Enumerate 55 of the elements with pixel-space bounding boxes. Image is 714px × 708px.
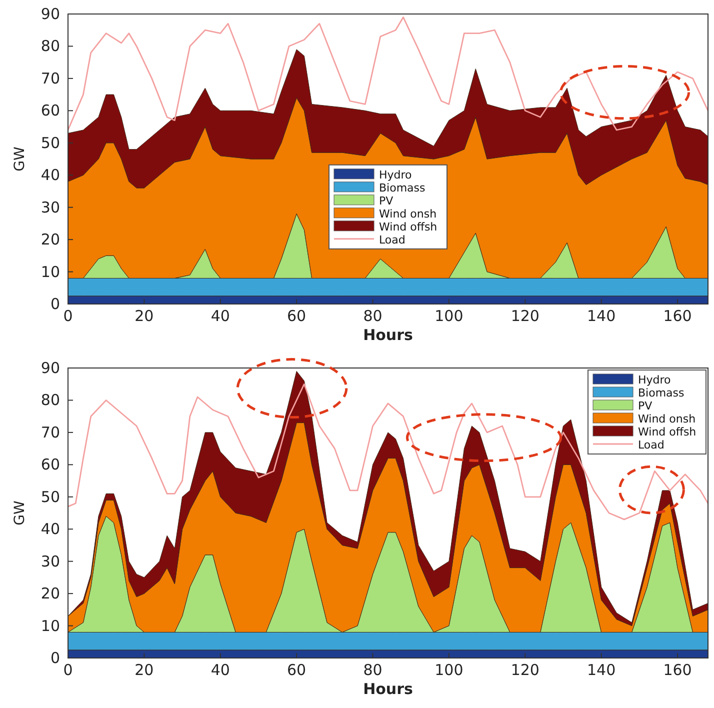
x-axis-title: Hours (363, 680, 413, 698)
x-tick-label: 0 (63, 307, 73, 325)
legend-label: Load (379, 233, 406, 246)
x-tick-label: 100 (434, 307, 464, 325)
y-tick-label: 90 (40, 5, 60, 23)
x-tick-label: 80 (363, 307, 382, 325)
x-tick-label: 140 (587, 307, 616, 325)
x-tick-label: 0 (63, 661, 73, 679)
x-tick-label: 160 (663, 661, 692, 679)
x-tick-label: 20 (134, 307, 154, 325)
y-tick-label: 70 (40, 69, 60, 88)
x-axis-title: Hours (363, 326, 413, 344)
x-tick-label: 60 (287, 307, 306, 325)
y-axis-title: GW (12, 146, 28, 172)
legend-label: Hydro (638, 374, 672, 386)
y-tick-label: 60 (40, 456, 60, 474)
y-tick-label: 80 (40, 391, 60, 410)
x-tick-label: 20 (134, 661, 154, 679)
y-tick-label: 30 (40, 552, 60, 570)
legend-label: Wind offsh (379, 220, 438, 234)
y-tick-label: 20 (40, 230, 60, 249)
x-tick-label: 40 (210, 661, 230, 679)
y-tick-label: 40 (40, 520, 60, 538)
y-tick-label: 20 (40, 584, 60, 603)
y-axis-title: GW (12, 500, 28, 526)
y-tick-label: 30 (40, 198, 60, 216)
y-tick-label: 90 (40, 359, 60, 377)
x-tick-label: 80 (363, 661, 382, 679)
x-tick-label: 100 (434, 661, 464, 679)
legend-label: Biomass (638, 386, 685, 400)
y-tick-label: 80 (40, 37, 60, 56)
legend-label: Wind onsh (379, 207, 437, 220)
y-tick-label: 40 (40, 166, 60, 184)
x-tick-label: 60 (287, 661, 306, 679)
line-series (67, 16, 709, 131)
legend-label: Wind offsh (638, 426, 696, 438)
legend-label: Wind onsh (638, 412, 696, 426)
y-tick-label: 0 (50, 649, 60, 667)
legend-label: Biomass (379, 181, 426, 194)
x-tick-label: 140 (587, 661, 616, 679)
x-tick-label: 40 (210, 307, 230, 325)
y-tick-label: 10 (40, 616, 60, 635)
y-tick-label: 60 (40, 102, 60, 120)
legend-label: Hydro (379, 168, 412, 182)
y-tick-label: 50 (40, 488, 60, 506)
x-tick-label: 120 (510, 661, 540, 679)
x-tick-label: 160 (663, 307, 692, 325)
legend-label: PV (638, 400, 653, 412)
y-tick-label: 50 (40, 134, 60, 152)
x-tick-label: 120 (510, 307, 540, 325)
legend-label: PV (379, 194, 394, 208)
y-tick-label: 10 (40, 262, 60, 281)
legend-label: Load (638, 438, 664, 452)
y-tick-label: 70 (40, 423, 60, 442)
y-tick-label: 0 (50, 295, 60, 313)
